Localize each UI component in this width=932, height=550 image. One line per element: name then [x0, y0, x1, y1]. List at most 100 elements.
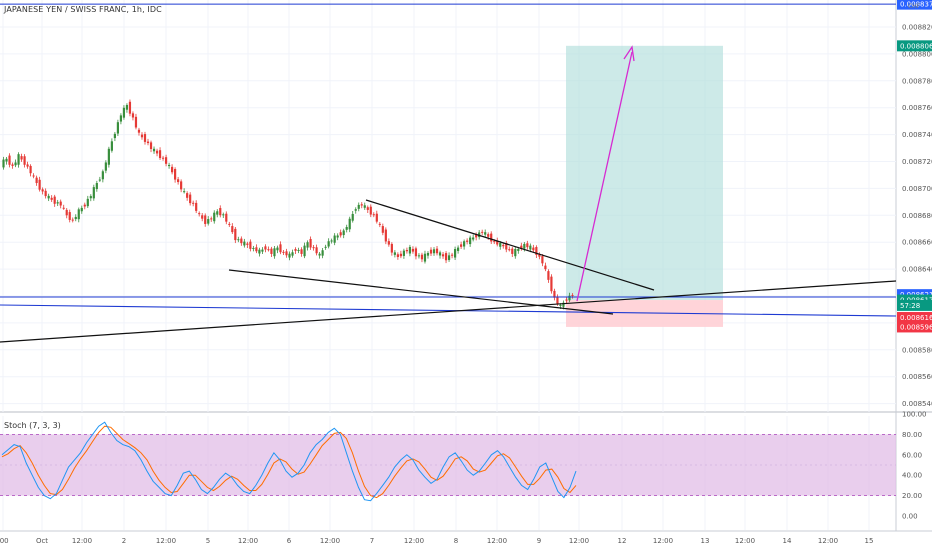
candle-up [408, 246, 412, 254]
candle-down [255, 247, 258, 252]
candle-down [128, 101, 132, 114]
symbol-title[interactable]: JAPANESE YEN / SWISS FRANC, 1h, IDC [4, 5, 162, 14]
candle-up [252, 247, 255, 249]
candle-up [342, 230, 345, 236]
candle-down [490, 233, 493, 242]
candle-down [180, 181, 183, 190]
candle-down [270, 248, 273, 254]
candle-up [152, 148, 156, 152]
candlestick-series [2, 99, 574, 310]
candle-up [167, 164, 171, 167]
candle-down [366, 207, 369, 210]
price-grid [0, 0, 932, 532]
candle-down [11, 164, 14, 166]
candle-down [32, 175, 35, 177]
time-tick-label: 12 [618, 537, 627, 545]
candle-down [228, 223, 231, 225]
candle-down [170, 166, 174, 173]
trend-line-drawings[interactable] [0, 3, 897, 343]
candle-down [8, 155, 11, 165]
stoch-indicator-label[interactable]: Stoch (7, 3, 3) [4, 421, 61, 430]
candle-up [438, 252, 442, 256]
candle-down [369, 206, 372, 215]
candle-up [183, 191, 186, 193]
candle-down [381, 226, 384, 233]
candle-up [423, 253, 427, 262]
wedge-upper-line [365, 199, 655, 291]
candle-down [62, 207, 65, 209]
price-badge [897, 321, 932, 333]
candle-down [429, 249, 433, 254]
time-tick-label: 12:00 [320, 537, 340, 545]
candle-up [357, 204, 360, 209]
candle-down [535, 247, 538, 255]
time-tick-label: 12:00 [156, 537, 176, 545]
candle-up [207, 219, 210, 224]
candle-up [321, 250, 324, 256]
candle-down [565, 299, 568, 301]
price-badge [897, 312, 932, 324]
candle-up [514, 249, 517, 257]
candle-down [487, 234, 490, 237]
candle-up [432, 249, 436, 254]
candle-down [41, 189, 44, 192]
stoch-tick-label: 40.00 [902, 472, 922, 480]
candle-up [333, 235, 336, 243]
candle-up [77, 209, 80, 220]
candle-down [493, 241, 496, 243]
candle-up [273, 248, 276, 257]
candle-down [249, 241, 252, 249]
candle-down [38, 179, 41, 190]
candle-down [246, 243, 249, 245]
candle-down [339, 232, 342, 236]
candle-down [131, 113, 135, 118]
stoch-tick-label: 80.00 [902, 431, 922, 439]
candle-down [360, 204, 363, 206]
candle-up [568, 295, 571, 301]
candle-down [294, 249, 297, 251]
time-tick-label: Oct [36, 537, 48, 545]
candle-down [189, 194, 192, 204]
candle-down [441, 254, 445, 257]
candle-down [158, 150, 162, 159]
candle-up [456, 247, 460, 251]
sloped-support-line [0, 304, 897, 317]
candle-down [544, 265, 547, 270]
time-tick-label: 12:00 [569, 537, 589, 545]
candle-down [192, 202, 195, 204]
candle-down [23, 156, 26, 165]
candle-down [312, 247, 315, 249]
candle-down [267, 249, 270, 251]
candle-up [258, 249, 261, 254]
candle-up [47, 195, 50, 199]
candle-down [174, 169, 177, 180]
candle-up [363, 205, 366, 208]
candle-down [505, 243, 508, 250]
candle-down [309, 238, 312, 248]
currency-label: CHF [907, 3, 921, 10]
candle-down [414, 248, 418, 257]
candle-down [375, 213, 378, 222]
candle-up [101, 171, 104, 180]
candle-down [399, 253, 402, 257]
candle-down [556, 297, 559, 304]
candle-up [5, 158, 8, 162]
stoch-axis[interactable]: 100.00 80.00 60.00 40.00 20.00 0.00 [902, 411, 927, 521]
candle-down [29, 165, 32, 174]
candle-down [198, 213, 201, 215]
profit-target-zone[interactable] [566, 45, 723, 301]
time-axis[interactable]: :00 Oct 12:00 2 12:00 5 12:00 6 12:00 7 12:00 8 12:0… [0, 537, 873, 545]
candle-up [463, 241, 466, 247]
stoch-tick-label: 100.00 [902, 411, 927, 419]
candle-down [186, 193, 189, 198]
time-tick-label: 12:00 [404, 537, 424, 545]
candle-up [213, 212, 216, 222]
candle-down [50, 197, 53, 200]
candle-up [119, 115, 123, 122]
